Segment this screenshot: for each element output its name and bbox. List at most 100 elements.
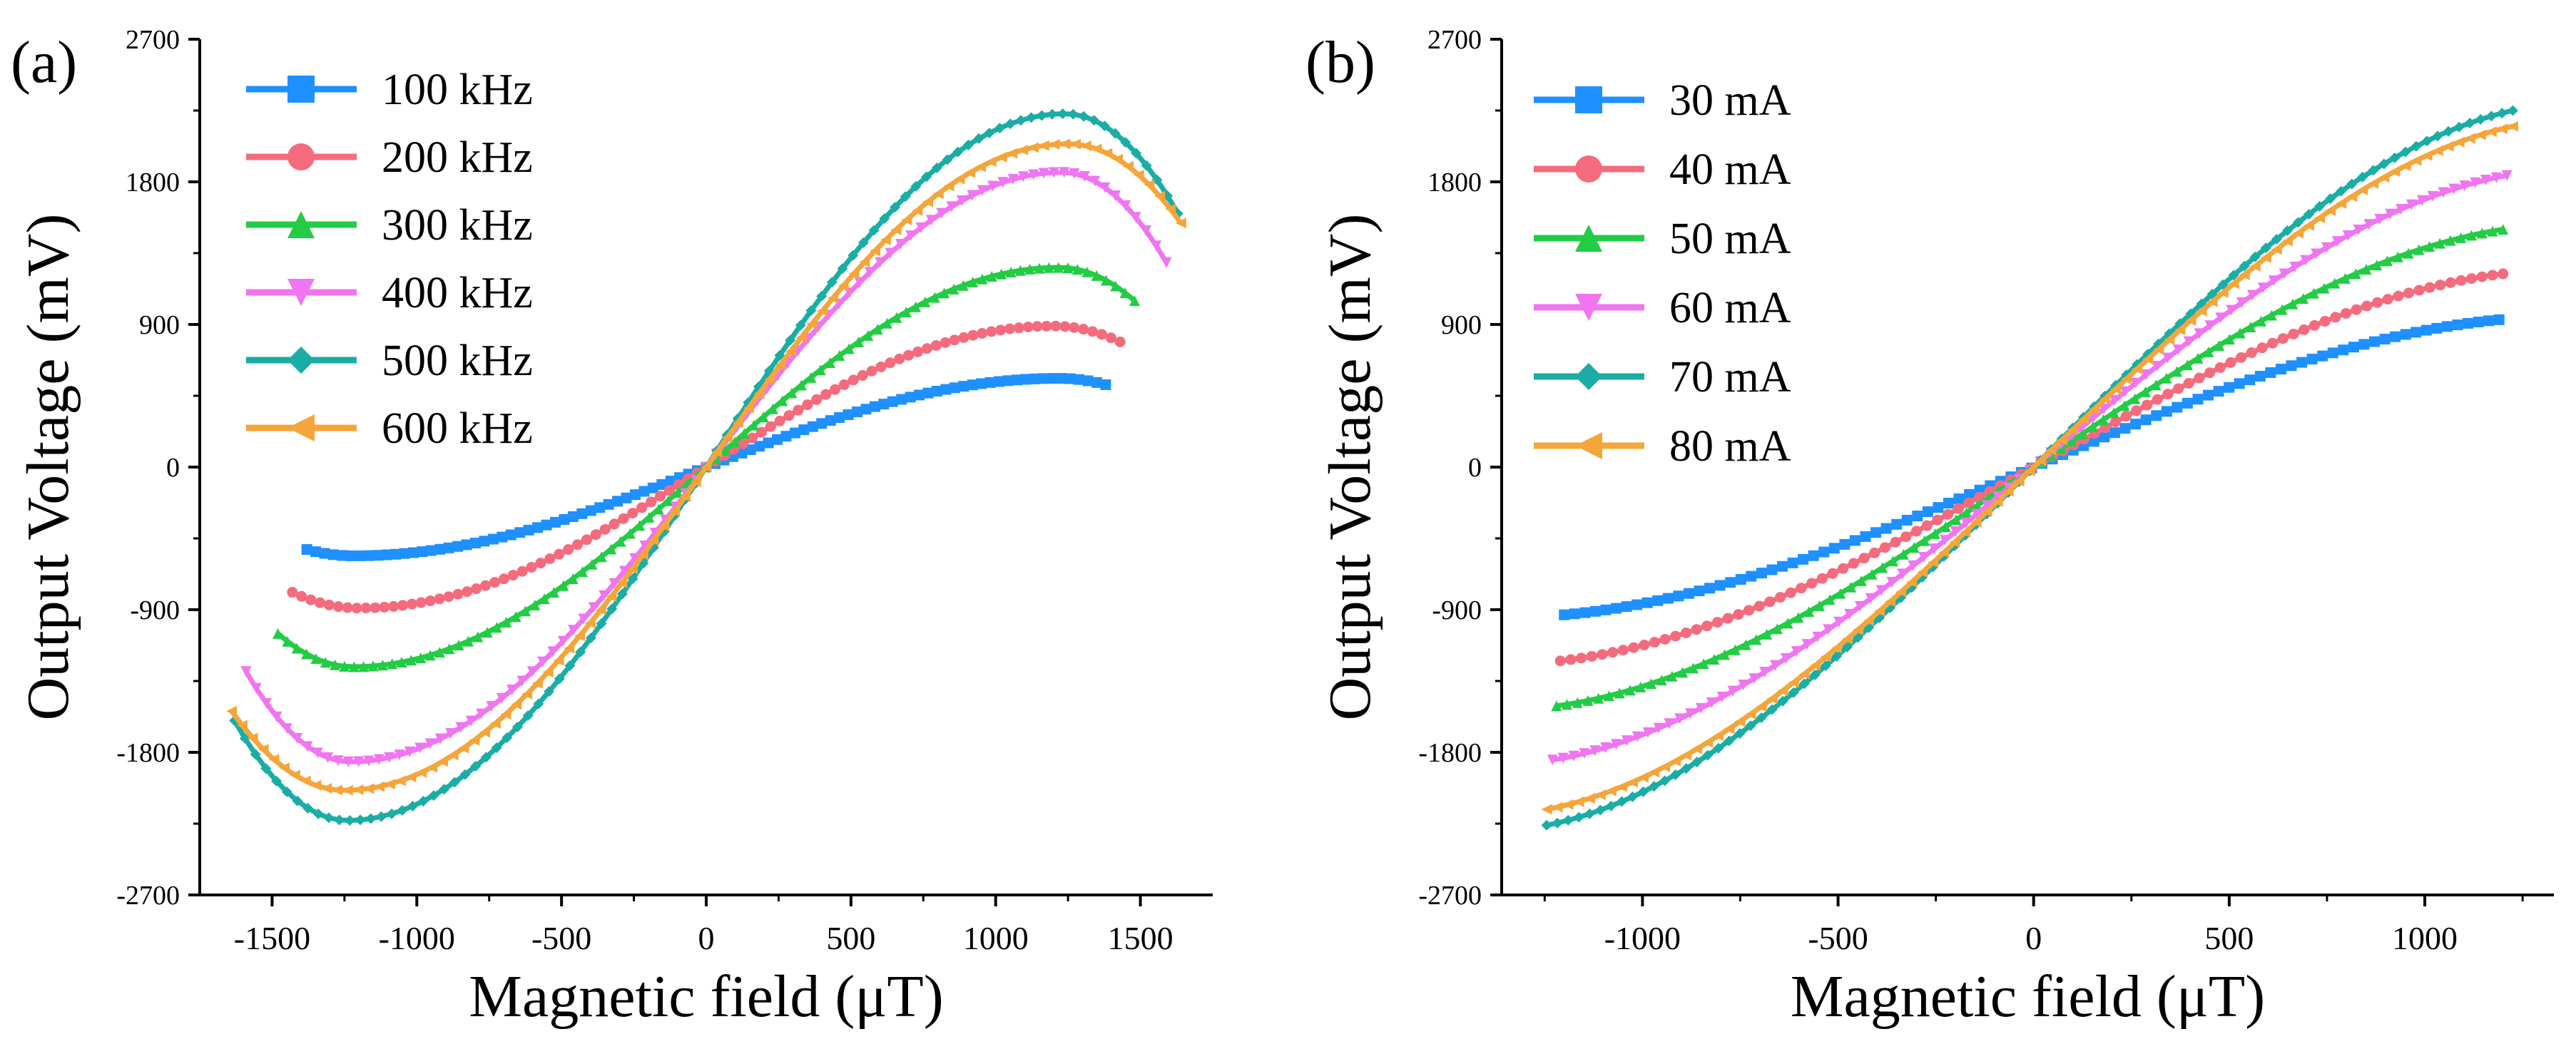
data-point: [577, 565, 589, 577]
data-point: [2152, 394, 2163, 405]
data-point: [585, 505, 596, 516]
data-point: [1733, 609, 1744, 620]
data-point: [869, 401, 880, 412]
data-point: [2325, 193, 2336, 205]
data-point: [434, 646, 445, 657]
data-point: [2164, 334, 2175, 345]
data-point: [921, 343, 932, 354]
data-point: [489, 577, 500, 588]
data-point: [236, 720, 248, 731]
data-point: [1007, 148, 1018, 159]
data-point: [461, 539, 472, 551]
data-point: [793, 404, 804, 416]
data-point: [885, 247, 896, 259]
data-point: [301, 544, 312, 556]
data-point: [397, 804, 408, 816]
data-point: [815, 364, 826, 376]
data-point: [516, 675, 528, 687]
data-point: [820, 389, 832, 400]
data-point: [852, 336, 864, 347]
x-tick-label: -500: [531, 920, 591, 956]
data-point: [1753, 600, 1765, 612]
data-point: [2196, 305, 2207, 317]
data-point: [482, 627, 493, 638]
data-point: [374, 781, 385, 792]
data-point: [2403, 247, 2414, 259]
data-point: [2357, 171, 2368, 183]
data-point: [2487, 225, 2498, 237]
data-point: [996, 268, 1007, 280]
data-point: [2266, 309, 2277, 321]
data-point: [777, 395, 788, 406]
data-point: [663, 495, 674, 506]
data-point: [618, 565, 630, 577]
data-point: [334, 814, 345, 826]
data-point: [973, 133, 984, 144]
data-point: [1943, 498, 1954, 509]
data-point: [2400, 160, 2411, 172]
data-point: [932, 188, 944, 200]
data-point: [1888, 556, 1899, 567]
data-point: [754, 441, 765, 452]
data-point: [2378, 172, 2390, 183]
data-point: [544, 686, 555, 697]
data-point: [616, 588, 628, 600]
data-point: [1081, 266, 1093, 277]
data-point: [1626, 777, 1638, 788]
data-point: [406, 598, 417, 610]
data-point: [2173, 383, 2184, 394]
data-point: [1614, 687, 1625, 699]
y-tick-label: 2700: [1427, 25, 1482, 55]
data-point: [2455, 232, 2467, 243]
data-point: [1777, 695, 1788, 707]
data-point: [2226, 304, 2237, 316]
data-point: [557, 635, 569, 647]
data-point: [2392, 251, 2403, 262]
data-point: [854, 277, 865, 288]
data-point: [2224, 382, 2235, 393]
data-point: [1653, 722, 1664, 734]
data-point: [2314, 200, 2326, 212]
data-point: [1701, 620, 1713, 632]
data-point: [2077, 414, 2089, 425]
data-point: [1050, 320, 1062, 332]
data-point: [949, 382, 960, 394]
data-point: [1735, 573, 1746, 585]
data-point: [2400, 146, 2411, 158]
data-point: [559, 513, 570, 525]
data-point: [312, 808, 324, 819]
data-point: [1621, 601, 1632, 613]
data-point: [910, 301, 922, 312]
data-point: [594, 502, 606, 513]
data-point: [1839, 538, 1850, 550]
data-point: [1891, 518, 1903, 530]
data-point: [1074, 374, 1085, 385]
data-point: [626, 563, 638, 575]
data-point: [2182, 359, 2193, 371]
data-point: [738, 428, 750, 439]
data-point: [805, 305, 817, 317]
data-point: [541, 519, 552, 531]
data-point: [866, 365, 877, 377]
data-point: [1057, 108, 1069, 119]
data-point: [931, 162, 942, 173]
data-point: [967, 329, 979, 341]
data-point: [462, 635, 474, 647]
data-point: [544, 553, 556, 564]
data-point: [1005, 266, 1017, 277]
data-point: [2077, 428, 2088, 439]
data-point: [1641, 597, 1653, 608]
data-point: [301, 648, 312, 660]
data-point: [843, 343, 855, 354]
data-point: [2393, 290, 2404, 302]
data-point: [616, 577, 628, 588]
data-point: [226, 705, 238, 717]
data-point: [486, 701, 497, 712]
data-point: [387, 658, 398, 670]
data-point: [1724, 735, 1735, 747]
data-point: [1154, 190, 1166, 202]
data-point: [1953, 493, 1965, 504]
data-point: [1664, 718, 1675, 730]
data-point: [375, 811, 387, 822]
data-point: [2329, 277, 2341, 289]
